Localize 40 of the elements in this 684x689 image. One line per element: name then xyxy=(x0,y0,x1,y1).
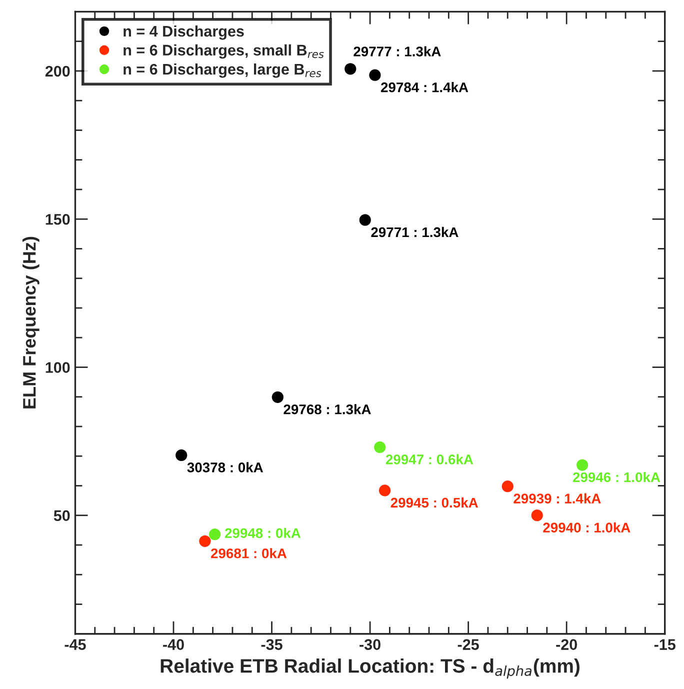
x-tick-label: -45 xyxy=(64,639,86,650)
x-tick-label: -15 xyxy=(654,639,676,650)
point xyxy=(199,535,211,547)
point xyxy=(378,484,391,496)
data-label: 29948 : 0kA xyxy=(224,528,301,538)
data-label: 29768 : 1.3kA xyxy=(284,404,371,414)
y-tick-label: 50 xyxy=(54,510,70,522)
legend-label: n = 6 Discharges, small B$_{res}$ xyxy=(124,44,324,59)
data-label: 29777 : 1.3kA xyxy=(354,46,441,56)
data-label: 30378 : 0kA xyxy=(187,462,263,472)
y-tick-label: 100 xyxy=(46,362,70,373)
x-tick-label: -20 xyxy=(556,639,577,650)
data-label: 29939 : 1.4kA xyxy=(514,493,601,504)
x-tick-label: -35 xyxy=(261,639,282,650)
legend-label: n = 6 Discharges, large B$_{res}$ xyxy=(124,63,322,78)
y-tick-label: 200 xyxy=(45,66,70,77)
point xyxy=(531,510,543,522)
point xyxy=(272,391,284,403)
data-label: 29947 : 0.6kA xyxy=(386,454,474,464)
point xyxy=(359,214,371,226)
point xyxy=(208,528,221,540)
point xyxy=(502,480,514,492)
data-label: 29946 : 1.0kA xyxy=(572,472,660,482)
x-tick-label: -25 xyxy=(458,639,479,650)
data-label: 29940 : 1.0kA xyxy=(543,522,630,533)
point xyxy=(369,69,381,81)
point xyxy=(176,449,188,462)
data-label: 29681 : 0kA xyxy=(210,548,287,558)
point xyxy=(374,441,386,454)
point xyxy=(344,63,356,75)
point xyxy=(576,459,588,471)
data-label: 29784 : 1.4kA xyxy=(380,82,468,92)
data-label: 29945 : 0.5kA xyxy=(390,497,478,508)
x-tick-label: -40 xyxy=(163,639,184,650)
y-axis-title: ELM Frequency (Hz) xyxy=(22,236,40,408)
y-tick-label: 150 xyxy=(46,214,70,225)
legend-label: n = 4 Discharges xyxy=(124,25,244,40)
x-axis-title: Relative ETB Radial Location: TS - d$_{alpha}$(mm) xyxy=(160,658,580,679)
data-label: 29771 : 1.3kA xyxy=(371,226,458,238)
x-tick-label: -30 xyxy=(360,639,380,650)
